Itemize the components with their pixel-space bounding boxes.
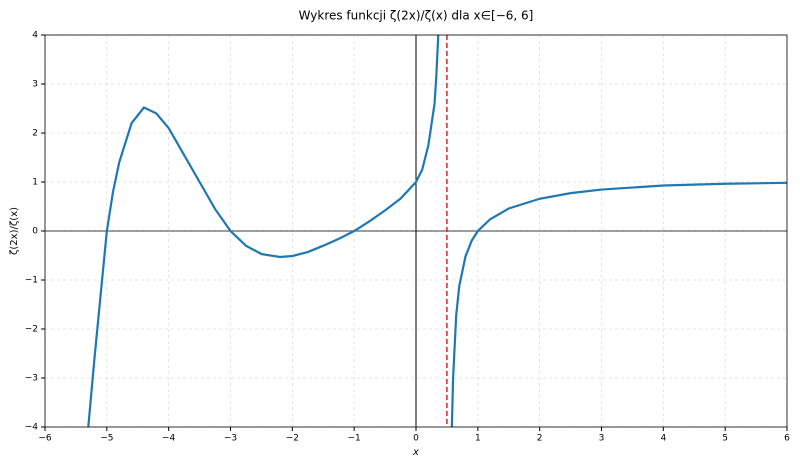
- x-tick-label: −6: [38, 434, 52, 444]
- y-tick-label: 4: [32, 31, 38, 41]
- x-tick-label: −5: [100, 434, 113, 444]
- y-tick-label: 2: [32, 129, 38, 139]
- y-tick-label: −4: [25, 423, 39, 433]
- x-tick-label: −1: [348, 434, 361, 444]
- y-tick-label: 3: [32, 80, 38, 90]
- x-tick-label: 4: [660, 434, 666, 444]
- chart-title: Wykres funkcji ζ(2x)/ζ(x) dla x∈[−6, 6]: [299, 9, 534, 23]
- y-tick-label: −2: [25, 325, 38, 335]
- y-tick-label: 1: [32, 178, 38, 188]
- plot-frame: [44, 34, 788, 428]
- x-tick-label: 6: [784, 434, 790, 444]
- x-tick-label: −4: [162, 434, 176, 444]
- x-axis-label: x: [412, 447, 419, 458]
- x-tick-label: 3: [599, 434, 605, 444]
- line-series: [87, 35, 787, 427]
- y-tick-label: −3: [25, 374, 38, 384]
- x-tick-label: 2: [537, 434, 543, 444]
- x-tick-label: −3: [224, 434, 237, 444]
- x-tick-label: 5: [722, 434, 728, 444]
- x-tick-label: 1: [475, 434, 481, 444]
- x-tick-label: −2: [286, 434, 299, 444]
- x-tick-label: 0: [413, 434, 419, 444]
- y-axis-label: ζ(2x)/ζ(x): [9, 207, 20, 255]
- y-tick-label: −1: [25, 276, 38, 286]
- y-tick-label: 0: [32, 227, 38, 237]
